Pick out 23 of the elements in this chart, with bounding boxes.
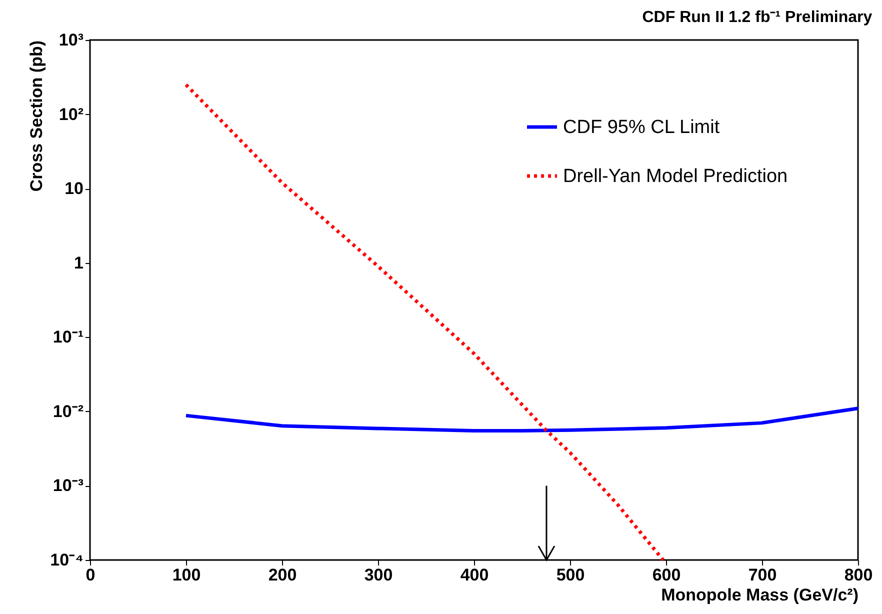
legend-label: Drell-Yan Model Prediction	[563, 166, 788, 187]
chart-title: CDF Run II 1.2 fb⁻¹ Preliminary	[642, 9, 872, 26]
x-tick-label: 800	[844, 566, 873, 584]
x-tick-label: 100	[172, 566, 201, 584]
x-tick-label: 600	[652, 566, 681, 584]
y-tick-label: 10²	[58, 104, 84, 124]
y-tick-label: 10³	[58, 30, 84, 50]
y-tick-label: 10	[64, 179, 84, 198]
x-axis-title: Monopole Mass (GeV/c²)	[661, 586, 858, 604]
line-series	[184, 406, 860, 432]
y-tick-label: 1	[74, 253, 84, 272]
x-tick-label: 500	[556, 566, 585, 584]
legend-label: CDF 95% CL Limit	[563, 117, 720, 138]
y-axis-title: Cross Section (pb)	[27, 40, 46, 192]
y-tick-label: 10⁻¹	[52, 328, 84, 347]
y-tick-label: 10⁻⁴	[50, 550, 84, 570]
x-tick-label: 300	[364, 566, 393, 584]
y-tick-label: 10⁻³	[52, 476, 84, 496]
x-tick-label: 200	[268, 566, 297, 584]
y-tick-label: 10⁻²	[52, 402, 84, 421]
x-tick-label: 0	[86, 566, 96, 584]
x-tick-label: 400	[460, 566, 489, 584]
x-tick-label: 700	[748, 566, 777, 584]
